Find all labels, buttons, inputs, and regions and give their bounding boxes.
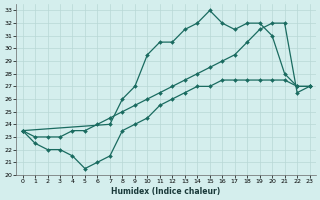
X-axis label: Humidex (Indice chaleur): Humidex (Indice chaleur)	[111, 187, 221, 196]
